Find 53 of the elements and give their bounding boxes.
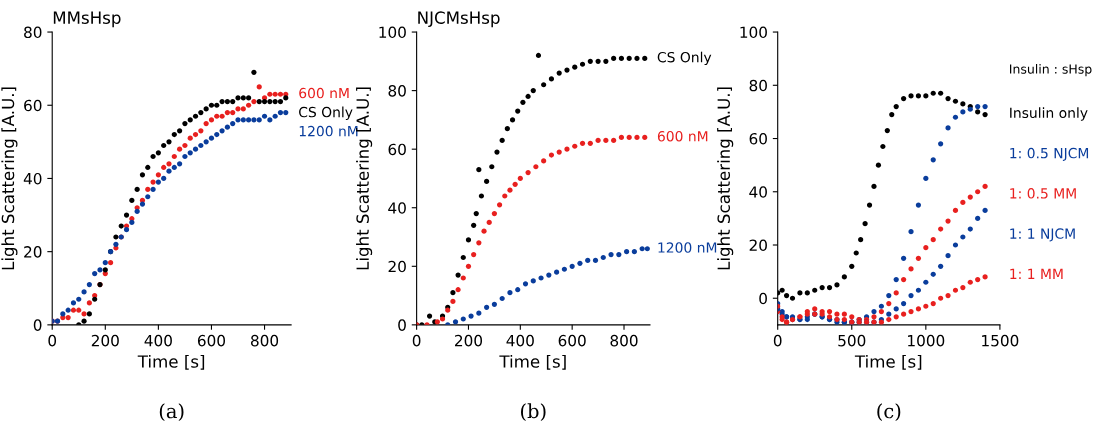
series-label: 1200 nM — [658, 242, 717, 253]
x-tick-label: 1500 — [982, 334, 1019, 347]
series-label: 1: 1 MM — [1010, 268, 1063, 279]
y-tick-label: 0 — [759, 292, 767, 305]
x-tick-label: 800 — [610, 334, 638, 347]
y-tick-label: 80 — [749, 79, 767, 92]
y-axis-title: Light Scattering [A.U.] — [717, 87, 734, 270]
series-label: 1200 nM — [299, 125, 358, 137]
text: 1: 1 NJCM — [1010, 228, 1075, 242]
chart-title: NJCMsHsp — [418, 11, 500, 28]
legend-title: Insulin : sHsp — [1010, 64, 1092, 77]
series-label: CS Only — [299, 106, 353, 121]
series-label: 1: 0.5 MM — [1010, 188, 1076, 199]
y-tick-label: 20 — [24, 246, 42, 258]
text: (c) — [877, 403, 901, 422]
y-tick-label: 0 — [33, 319, 42, 331]
series-label: CS Only — [657, 51, 712, 66]
x-tick-label: 600 — [197, 334, 226, 347]
y-tick-label: 80 — [388, 85, 406, 97]
y-tick-label: 40 — [749, 186, 767, 198]
text: 1: 0.5 NJCM — [1010, 147, 1089, 161]
y-tick-label: 40 — [23, 172, 42, 185]
x-tick-label: 400 — [144, 334, 172, 347]
x-tick-label: 1000 — [908, 334, 945, 347]
x-axis-title: Time [s] — [854, 354, 922, 370]
series-label: Insulin only — [1010, 107, 1088, 121]
x-tick-label: 0 — [773, 334, 782, 347]
y-tick-label: 20 — [749, 239, 767, 252]
y-tick-label: 60 — [749, 132, 767, 145]
text: (b) — [521, 403, 546, 422]
y-tick-label: 60 — [388, 143, 406, 156]
y-tick-label: 60 — [24, 99, 42, 112]
x-axis-title: Time [s] — [137, 354, 205, 370]
series-label: 600 nM — [299, 87, 349, 99]
chart-title: MMsHsp — [53, 11, 121, 28]
x-tick-label: 600 — [558, 334, 586, 347]
x-tick-label: 200 — [91, 334, 119, 347]
y-tick-label: 80 — [24, 26, 42, 39]
y-tick-label: 100 — [379, 26, 406, 39]
x-tick-label: 200 — [455, 334, 483, 347]
text: (a) — [159, 403, 184, 422]
x-tick-label: 0 — [48, 334, 57, 347]
y-tick-label: 0 — [398, 319, 406, 331]
x-tick-label: 400 — [506, 334, 534, 347]
series-label: 600 nM — [657, 130, 708, 142]
x-tick-label: 0 — [412, 334, 421, 347]
x-tick-label: 800 — [251, 334, 279, 347]
y-axis-title: Light Scattering [A.U.] — [1, 87, 18, 270]
x-tick-label: 500 — [838, 334, 866, 347]
y-tick-label: 40 — [388, 202, 406, 214]
y-tick-label: 100 — [740, 26, 767, 39]
x-axis-title: Time [s] — [499, 354, 566, 370]
y-tick-label: 20 — [388, 260, 406, 273]
